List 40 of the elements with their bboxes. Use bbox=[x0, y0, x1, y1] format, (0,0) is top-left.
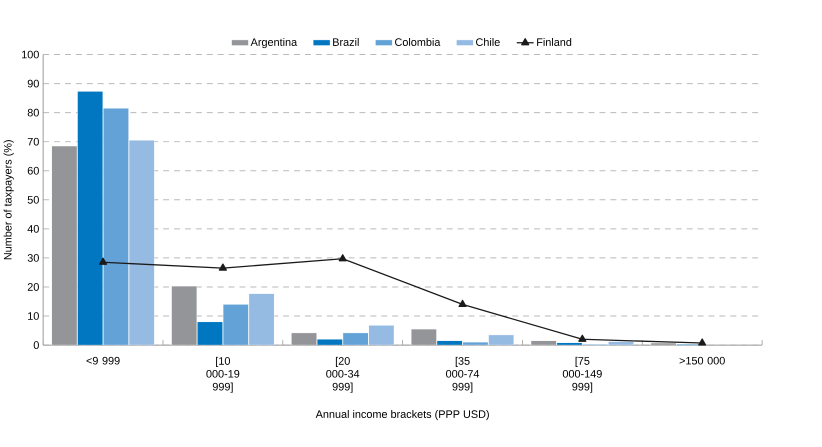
y-tick-label: 60 bbox=[28, 166, 39, 174]
bar bbox=[488, 334, 514, 345]
y-tick-label: 0 bbox=[34, 341, 39, 349]
x-tick-label: [10 000-19 999] bbox=[206, 356, 240, 393]
point bbox=[218, 263, 227, 271]
point bbox=[578, 334, 586, 342]
x-tick-label: >150 000 bbox=[680, 356, 725, 364]
x-axis-title: Annual income brackets (PPP USD) bbox=[316, 410, 489, 420]
y-axis-title: Number of taxpayers (%) bbox=[4, 140, 14, 260]
legend-label: Chile bbox=[476, 38, 500, 46]
bar bbox=[103, 108, 129, 345]
x-tick-label: [35 000-74 999] bbox=[446, 356, 480, 393]
point bbox=[698, 338, 706, 346]
legend-label: Argentina bbox=[250, 38, 298, 48]
bar bbox=[197, 322, 223, 345]
bar bbox=[368, 325, 394, 345]
bar bbox=[317, 339, 342, 345]
bar bbox=[77, 91, 104, 345]
y-tick-label: 100 bbox=[22, 50, 39, 58]
legend-label: Finland bbox=[537, 38, 572, 46]
point bbox=[338, 254, 347, 262]
legend-label: Colombia bbox=[395, 38, 440, 46]
y-tick-label: 80 bbox=[28, 108, 39, 116]
x-tick-label: [20 000-34 999] bbox=[326, 356, 360, 393]
y-tick-label: 50 bbox=[28, 196, 39, 204]
y-tick-label: 30 bbox=[28, 254, 39, 262]
x-tick-label: [75 000-149 999] bbox=[562, 356, 602, 393]
point bbox=[98, 258, 108, 265]
y-tick-label: 90 bbox=[28, 80, 39, 88]
y-tick-label: 40 bbox=[27, 224, 39, 233]
x-tick-label: <9 999 bbox=[86, 356, 120, 364]
bar bbox=[342, 332, 368, 345]
bar bbox=[128, 140, 155, 345]
bar bbox=[248, 293, 274, 345]
bar bbox=[222, 304, 249, 345]
y-tick-label: 10 bbox=[28, 312, 39, 320]
point bbox=[458, 300, 467, 307]
y-tick-label: 70 bbox=[28, 138, 39, 146]
y-tick-label: 20 bbox=[28, 283, 39, 291]
legend-label: Brazil bbox=[333, 38, 359, 46]
